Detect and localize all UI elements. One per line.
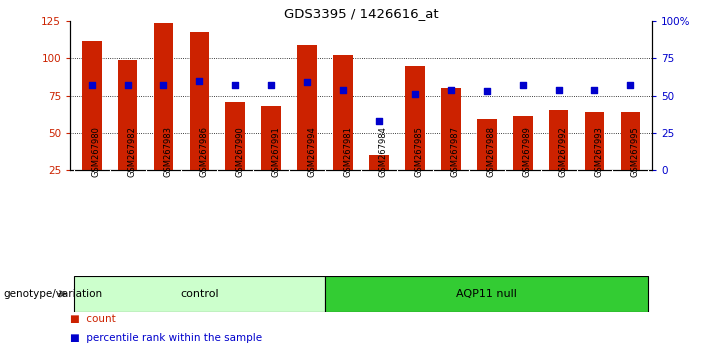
Bar xyxy=(585,112,604,170)
Point xyxy=(409,91,421,97)
Point xyxy=(589,87,600,92)
Bar xyxy=(477,119,496,170)
Bar xyxy=(405,66,425,170)
Bar xyxy=(261,106,281,170)
Text: ■  count: ■ count xyxy=(70,314,116,324)
Point xyxy=(625,82,636,88)
Point xyxy=(374,118,385,124)
Bar xyxy=(118,60,137,170)
Point xyxy=(158,82,169,88)
Text: AQP11 null: AQP11 null xyxy=(456,289,517,299)
Text: GSM267991: GSM267991 xyxy=(271,126,280,177)
Point xyxy=(230,82,241,88)
Text: GSM267980: GSM267980 xyxy=(92,126,101,177)
Text: ■  percentile rank within the sample: ■ percentile rank within the sample xyxy=(70,333,262,343)
Text: genotype/variation: genotype/variation xyxy=(4,289,102,299)
Text: GSM267983: GSM267983 xyxy=(163,126,172,177)
Text: GSM267989: GSM267989 xyxy=(523,126,531,177)
Title: GDS3395 / 1426616_at: GDS3395 / 1426616_at xyxy=(284,7,438,20)
Point xyxy=(193,78,205,84)
Bar xyxy=(154,23,173,170)
Point xyxy=(301,79,313,85)
Point xyxy=(86,82,97,88)
Text: GSM267995: GSM267995 xyxy=(630,126,639,177)
Point xyxy=(445,87,456,92)
Text: GSM267985: GSM267985 xyxy=(415,126,424,177)
Text: GSM267993: GSM267993 xyxy=(594,126,604,177)
Point xyxy=(122,82,133,88)
Point xyxy=(337,87,348,92)
Point xyxy=(481,88,492,94)
Bar xyxy=(82,41,102,170)
Bar xyxy=(226,102,245,170)
Bar xyxy=(369,155,389,170)
Text: GSM267981: GSM267981 xyxy=(343,126,352,177)
Bar xyxy=(512,116,533,170)
Text: GSM267988: GSM267988 xyxy=(486,126,496,177)
Text: GSM267986: GSM267986 xyxy=(199,126,208,177)
Text: GSM267987: GSM267987 xyxy=(451,126,460,177)
Bar xyxy=(441,88,461,170)
Point xyxy=(553,87,564,92)
Bar xyxy=(620,112,640,170)
Text: GSM267982: GSM267982 xyxy=(128,126,137,177)
Text: GSM267992: GSM267992 xyxy=(559,126,568,177)
Point xyxy=(266,82,277,88)
Bar xyxy=(297,45,317,170)
Bar xyxy=(74,276,325,312)
Bar xyxy=(189,32,210,170)
Bar xyxy=(333,56,353,170)
Text: GSM267990: GSM267990 xyxy=(236,126,245,177)
Bar xyxy=(325,276,648,312)
Text: control: control xyxy=(180,289,219,299)
Text: GSM267994: GSM267994 xyxy=(307,126,316,177)
Point xyxy=(517,82,529,88)
Text: GSM267984: GSM267984 xyxy=(379,126,388,177)
Bar xyxy=(549,110,569,170)
